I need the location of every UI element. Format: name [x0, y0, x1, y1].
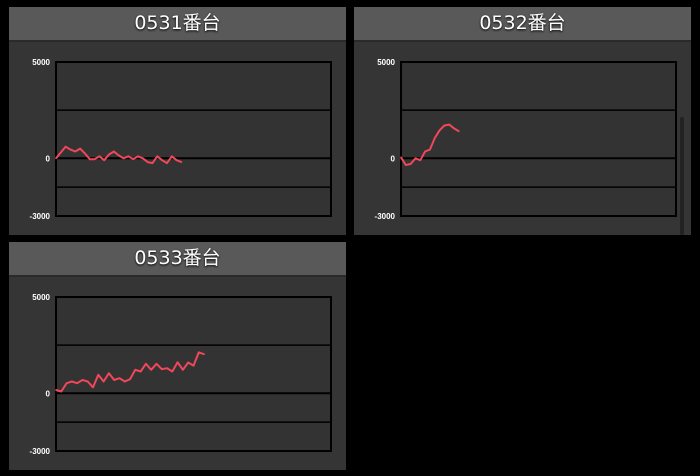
data-point: [134, 368, 137, 371]
data-point: [102, 380, 105, 383]
data-point: [132, 158, 134, 161]
y-tick-label: 0: [46, 389, 51, 398]
data-point: [113, 379, 115, 381]
data-point: [197, 351, 200, 354]
data-point: [146, 161, 149, 163]
data-point: [176, 361, 179, 364]
data-point: [166, 367, 168, 370]
data-point: [65, 382, 68, 385]
data-point: [156, 155, 159, 158]
data-point: [151, 162, 154, 164]
data-point: [433, 137, 436, 139]
data-point: [438, 129, 441, 132]
data-point: [443, 124, 446, 127]
data-point: [55, 157, 57, 160]
data-point: [161, 159, 163, 161]
data-point: [400, 156, 402, 159]
y-tick-label: -3000: [375, 212, 396, 221]
panel-0531: 0531番台 5000 0 -3000: [9, 7, 346, 235]
data-point: [79, 147, 81, 150]
data-point: [171, 370, 174, 373]
data-point: [419, 159, 422, 161]
plot-area: [400, 61, 677, 217]
data-point: [187, 361, 190, 364]
chart-0531: 5000 0 -3000: [30, 58, 332, 221]
data-point: [142, 157, 144, 160]
data-point: [92, 386, 94, 389]
panel-0532: 0532番台 5000 0 -3000: [354, 7, 691, 235]
data-point: [81, 379, 84, 381]
data-point: [108, 153, 110, 156]
plot-area: [55, 296, 332, 452]
scrollbar[interactable]: [680, 117, 684, 235]
chart-0533: 5000 0 -3000: [30, 293, 332, 456]
data-point: [150, 368, 152, 371]
data-point: [145, 362, 147, 365]
y-tick-label: 0: [46, 154, 51, 163]
data-point: [182, 368, 184, 371]
panel-0533: 0533番台 5000 0 -3000: [9, 242, 346, 470]
data-point: [192, 364, 195, 367]
data-point: [74, 150, 77, 153]
data-point: [122, 157, 125, 160]
y-tick-label: 5000: [32, 58, 50, 67]
data-point: [88, 158, 91, 161]
data-point: [60, 390, 63, 393]
data-point: [118, 377, 121, 380]
panel-title: 0532番台: [354, 7, 691, 42]
data-point: [69, 148, 72, 151]
data-point: [139, 370, 142, 373]
data-point: [448, 123, 451, 126]
data-point: [424, 150, 426, 153]
data-point: [103, 159, 106, 161]
y-tick-label: -3000: [30, 212, 51, 221]
data-point: [180, 161, 183, 163]
data-point: [93, 158, 96, 161]
data-point: [155, 362, 158, 365]
data-point: [429, 148, 431, 151]
data-point: [76, 382, 78, 385]
panel-title: 0533番台: [9, 242, 346, 277]
data-point: [453, 127, 455, 130]
y-tick-label: 5000: [32, 293, 50, 302]
data-point: [166, 162, 168, 164]
data-point: [123, 380, 126, 383]
panel-title: 0531番台: [9, 7, 346, 42]
data-point: [98, 155, 101, 158]
data-point: [84, 152, 86, 155]
data-point: [108, 372, 110, 375]
plot-area: [55, 61, 332, 217]
data-point: [409, 163, 412, 165]
data-point: [170, 155, 173, 158]
chart-0532: 5000 0 -3000: [375, 58, 677, 221]
data-point: [117, 154, 120, 157]
data-point: [71, 380, 73, 383]
data-point: [97, 373, 100, 376]
data-point: [129, 378, 131, 380]
data-point: [175, 159, 178, 161]
data-point: [127, 155, 130, 158]
y-tick-label: 5000: [377, 58, 395, 67]
data-point: [458, 130, 460, 133]
data-point: [113, 150, 115, 153]
data-point: [160, 368, 163, 370]
data-point: [64, 145, 67, 148]
data-point: [203, 353, 205, 355]
data-point: [414, 157, 417, 160]
y-tick-label: -3000: [30, 447, 51, 456]
data-point: [137, 155, 139, 158]
data-point: [60, 151, 62, 154]
data-point: [86, 380, 89, 383]
data-point: [405, 164, 407, 166]
data-point: [55, 389, 57, 391]
y-tick-label: 0: [391, 154, 396, 163]
